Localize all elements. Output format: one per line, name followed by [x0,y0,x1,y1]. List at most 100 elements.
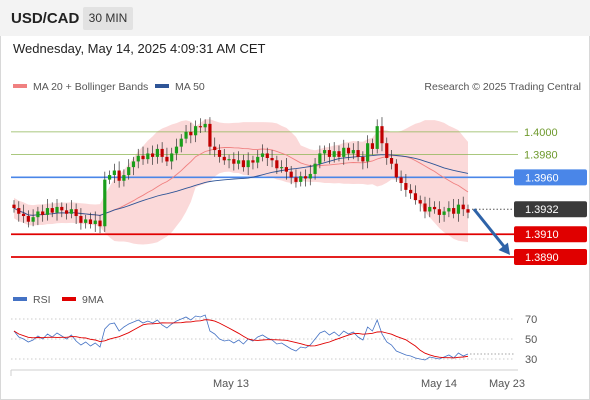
candle-body [260,153,265,157]
candle-body [251,160,255,163]
candle-body [69,209,73,214]
level-labels-layer: 1.4000 1.3980 1.3960 1.3932 1.3910 1.3890 [472,127,587,265]
candle-body [275,160,279,169]
candle-body [256,156,260,163]
legend-ma50-swatch [155,84,169,88]
candle-body [55,206,59,213]
legend-ma20-label: MA 20 + Bollinger Bands [33,81,148,93]
legend-rsi-swatch [13,297,27,301]
candle-body [303,176,308,179]
candle-body [313,163,317,174]
candle-body [222,156,226,161]
pivot-level-label: 1.3960 [525,172,559,184]
candle-body [351,150,355,154]
support-level-tag [514,248,587,265]
candle-body [437,209,441,215]
candle-body [31,217,35,222]
candle-body [284,167,288,172]
legend-ma50-label: MA 50 [175,81,205,93]
candle-body [399,177,403,184]
current-price-label: 1.3932 [525,204,559,216]
candle-body [74,209,78,217]
candle-body [203,123,207,128]
candle-body [12,204,16,209]
rsi-ma-line [13,319,469,359]
candle-body [64,210,69,214]
candle-body [366,143,370,162]
candle-body [466,209,470,213]
timeframe-badge[interactable]: 30 MIN [83,7,133,30]
candle-body [270,158,274,161]
candle-body [418,200,422,204]
candle-body [141,155,145,160]
candles-layer [12,117,470,234]
candle-body [346,147,351,154]
research-credit: Research © 2025 Trading Central [424,81,581,93]
candle-body [237,160,241,164]
moving-average-layer [13,146,469,216]
candle-body [227,159,231,161]
candle-body [447,208,451,212]
candle-body [294,177,298,182]
candle-body [452,208,456,214]
candle-body [107,175,112,180]
candle-body [179,138,183,147]
candle-body [337,151,341,157]
candle-body [213,146,217,151]
candle-body [21,213,26,217]
candle-body [232,159,236,164]
candle-body [428,206,432,212]
forecast-arrowhead [498,242,510,255]
legend-rsi-ma-swatch [62,297,76,301]
pivot-level-tag [514,169,587,186]
candle-body [93,220,97,224]
candle-body [308,173,312,179]
candle-body [98,220,102,227]
candle-body [127,167,131,176]
candle-body [84,219,88,223]
candle-body [189,131,193,136]
target-level-label: 1.3980 [524,150,558,162]
candle-body [280,167,284,169]
chart-header: USD/CAD 30 MIN [0,0,590,36]
candle-body [409,189,413,194]
candle-body [45,208,50,215]
legend-rsi-ma-label: 9MA [82,294,104,306]
candle-body [265,153,269,159]
legend-ma20-swatch [13,84,27,88]
candle-body [246,160,250,168]
candle-body [456,204,461,214]
candle-body [442,211,446,215]
candle-body [194,126,198,136]
candle-body [356,150,360,157]
candle-body [184,131,188,139]
candle-body [361,156,365,162]
candle-body [461,204,465,210]
x-tick-label: May 23 [489,378,525,390]
candle-body [165,156,169,162]
rsi-tick-label: 70 [525,314,537,326]
candle-body [50,208,54,213]
candle-body [385,143,389,159]
candle-body [380,126,384,144]
candle-body [131,161,136,168]
legend-rsi-label: RSI [33,294,51,306]
target-level-label: 1.4000 [524,127,558,139]
support-level-tag [514,226,587,243]
candle-body [241,160,245,168]
candle-body [88,219,93,224]
candle-body [404,183,408,190]
candle-body [170,153,174,162]
rsi-tick-label: 50 [525,334,537,346]
candle-body [289,171,293,178]
candle-body [318,153,322,164]
level-lines-layer [11,131,518,258]
candle-body [342,147,346,157]
candle-body [413,193,418,201]
candle-body [217,150,222,157]
candle-body [41,211,45,215]
support-level-label: 1.3910 [525,229,559,241]
candle-body [370,143,375,149]
candle-body [146,153,150,160]
